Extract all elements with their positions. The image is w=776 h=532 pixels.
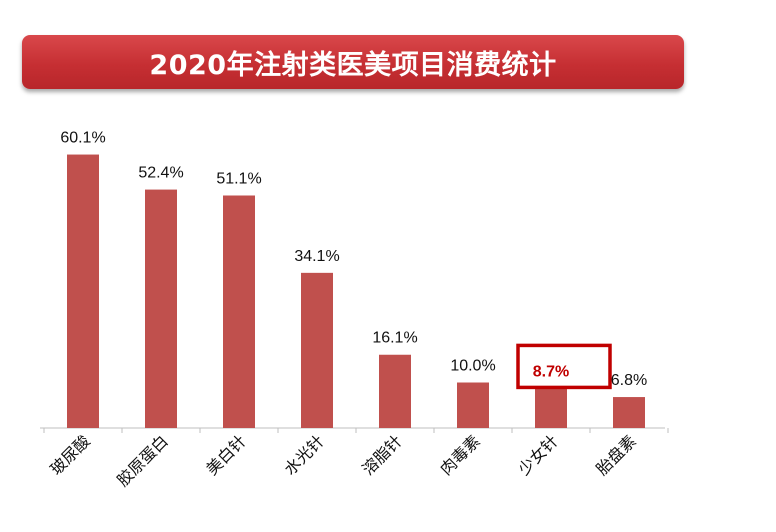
bar <box>67 154 99 429</box>
data-label: 6.8% <box>611 372 647 389</box>
category-label: 少女针 <box>514 431 561 478</box>
category-label: 胶原蛋白 <box>113 431 172 490</box>
category-label: 美白针 <box>202 431 249 478</box>
bar <box>223 195 255 428</box>
bar <box>613 397 645 428</box>
title-banner: 2020年注射类医美项目消费统计 <box>22 35 684 89</box>
data-label: 34.1% <box>294 248 339 265</box>
data-label: 52.4% <box>138 165 183 182</box>
data-label: 16.1% <box>372 330 417 347</box>
category-label: 玻尿酸 <box>46 431 93 478</box>
category-label: 溶脂针 <box>358 431 405 478</box>
data-label: 51.1% <box>216 170 261 187</box>
highlight-box <box>516 343 612 390</box>
category-label: 肉毒素 <box>436 431 483 478</box>
category-label: 胎盘素 <box>592 431 639 478</box>
bar <box>301 272 333 428</box>
bar <box>379 354 411 428</box>
data-label: 8.7% <box>533 363 569 380</box>
chart-title: 2020年注射类医美项目消费统计 <box>149 49 557 81</box>
data-label: 60.1% <box>60 130 105 147</box>
category-label: 水光针 <box>280 431 327 478</box>
bar <box>145 189 177 428</box>
bar <box>457 382 489 428</box>
bar <box>535 388 567 428</box>
data-label: 10.0% <box>450 358 495 375</box>
